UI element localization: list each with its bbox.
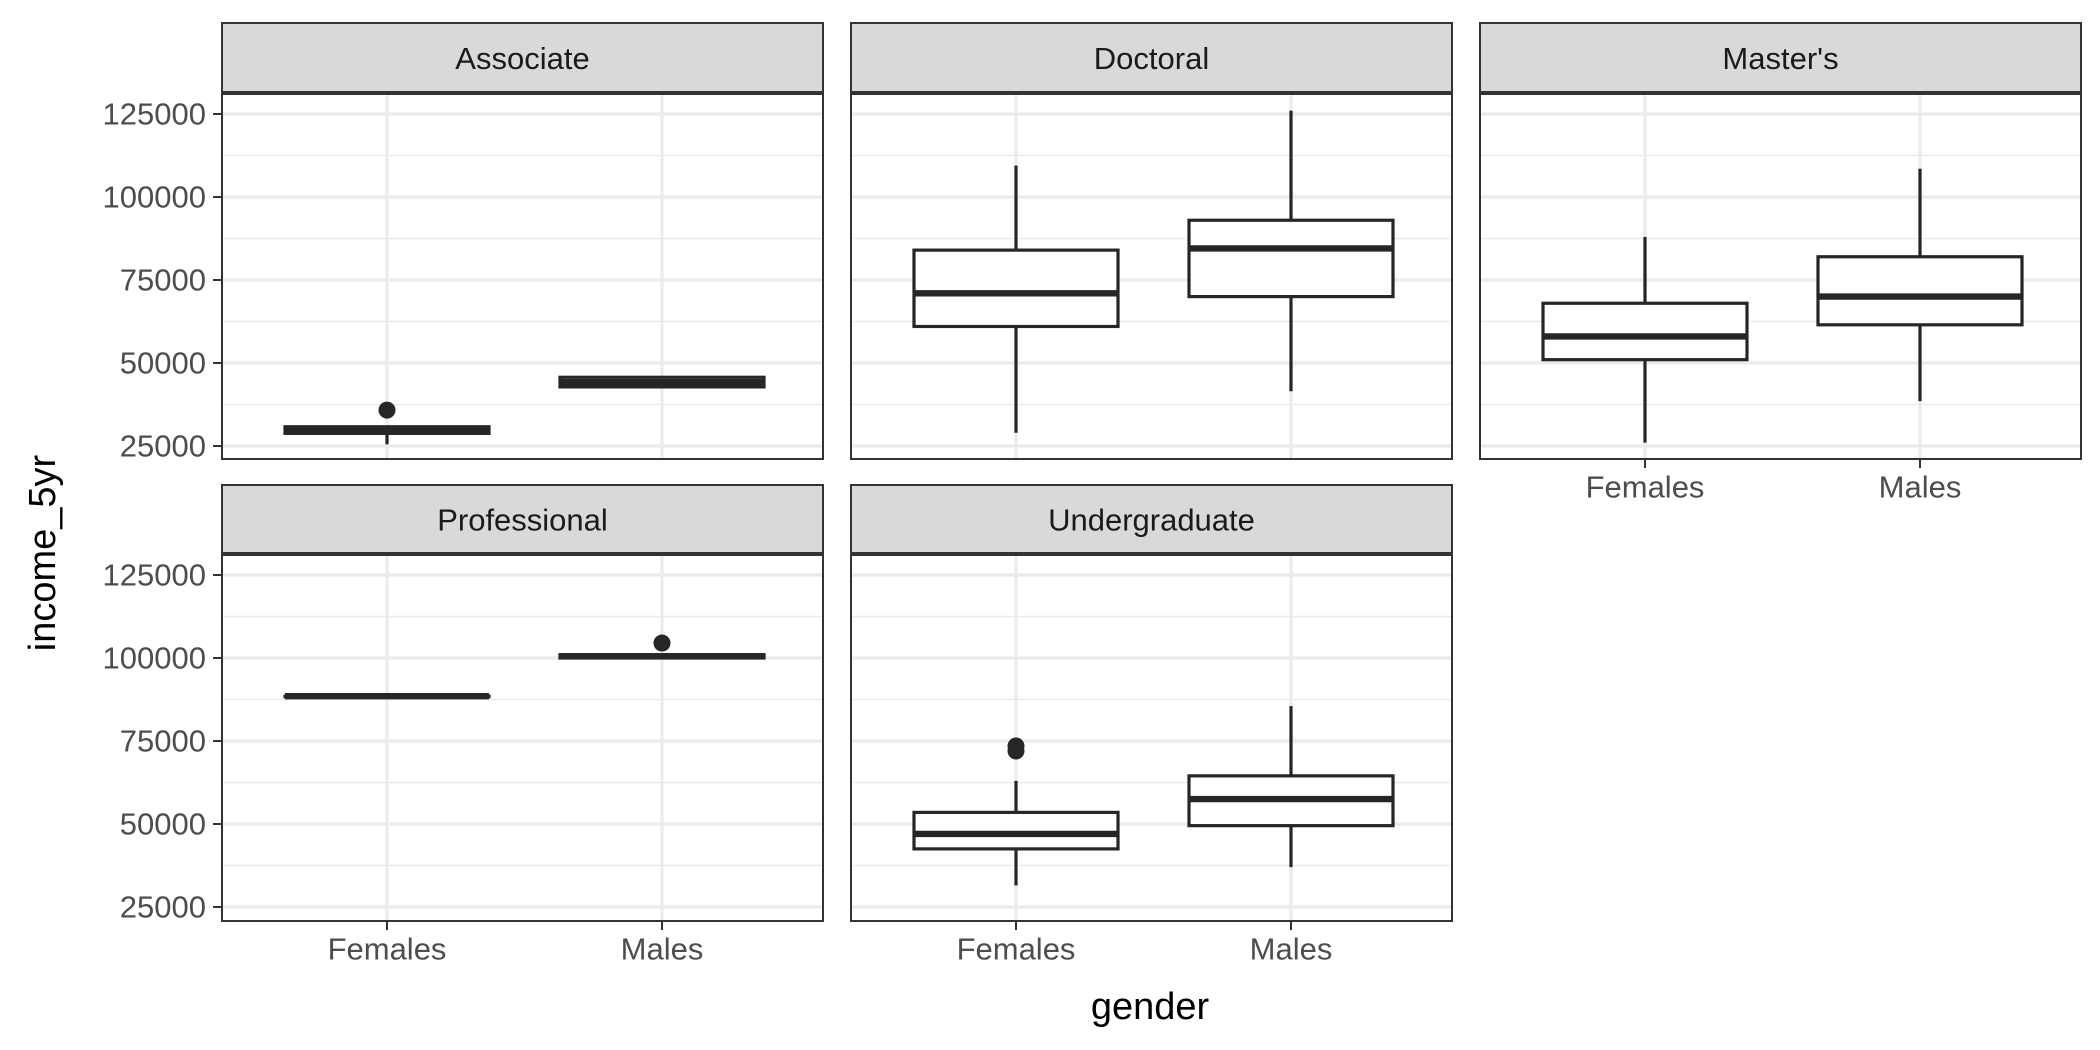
y-tick-label: 50000 (120, 346, 206, 381)
y-tick-label: 125000 (103, 97, 206, 132)
facet-label-associate: Associate (455, 41, 589, 76)
facet-strip-doctoral (850, 22, 1453, 93)
x-tick-label-males: Males (621, 931, 704, 966)
gridlines-associate (222, 94, 823, 459)
y-tick-label: 100000 (103, 180, 206, 215)
x-tick-labels: Females Males Females Males Females Males (328, 459, 1962, 966)
outlier-point (653, 634, 671, 652)
facet-master-s: Master's (1479, 22, 2082, 460)
box-associate-males (558, 375, 766, 389)
facet-strip-professional (221, 484, 824, 554)
facet-strip-associate (221, 22, 824, 93)
y-tick-labels: 25000 50000 75000 100000 125000 25000 50000 750… (103, 97, 222, 925)
box-doctoral-males (1187, 110, 1395, 392)
box-doctoral-females (912, 165, 1120, 433)
facet-panels: Associate Doctoral Master's Professional Und… (221, 22, 2082, 922)
facet-label-doctoral: Doctoral (1094, 41, 1209, 76)
facet-label-master-s: Master's (1722, 41, 1838, 76)
facet-strip-undergraduate (850, 484, 1453, 554)
outlier-point (1007, 737, 1025, 755)
box-associate-females (283, 401, 491, 445)
panel-border-associate (221, 93, 824, 460)
box-professional-females (283, 692, 491, 700)
facet-label-undergraduate: Undergraduate (1048, 503, 1255, 538)
y-tick-label: 75000 (120, 724, 206, 759)
box-undergraduate-males (1187, 706, 1395, 868)
panel-border-professional (221, 554, 824, 922)
y-tick-label: 75000 (120, 263, 206, 298)
box-master-s-males (1816, 168, 2024, 402)
facet-label-professional: Professional (437, 503, 608, 538)
y-tick-label: 50000 (120, 807, 206, 842)
panel-border-undergraduate (850, 554, 1453, 922)
outlier-point (378, 401, 396, 419)
facet-doctoral: Doctoral (850, 22, 1453, 460)
box-master-s-females (1541, 236, 1749, 443)
facet-professional: Professional (221, 484, 824, 922)
facet-strip-master-s (1479, 22, 2082, 93)
y-tick-label: 100000 (103, 641, 206, 676)
gridlines-professional (222, 555, 823, 921)
box-undergraduate-females (912, 737, 1120, 886)
panel-border-master-s (1479, 93, 2082, 460)
x-tick-label-males: Males (1250, 931, 1333, 966)
box-iqr (912, 248, 1120, 329)
y-tick-label: 25000 (120, 890, 206, 925)
box-iqr (1816, 255, 2024, 327)
x-tick-label-females: Females (957, 931, 1076, 966)
x-tick-label-females: Females (1586, 469, 1705, 504)
panel-border-doctoral (850, 93, 1453, 460)
box-iqr (912, 810, 1120, 851)
y-tick-label: 125000 (103, 558, 206, 593)
box-iqr (1187, 218, 1395, 299)
y-axis-title: income_5yr (22, 454, 64, 651)
y-tick-label: 25000 (120, 429, 206, 464)
x-tick-label-males: Males (1879, 469, 1962, 504)
box-professional-males (558, 634, 766, 660)
facet-associate: Associate (221, 22, 824, 460)
facet-undergraduate: Undergraduate (850, 484, 1453, 922)
x-tick-label-females: Females (328, 931, 447, 966)
x-axis-title: gender (1091, 986, 1210, 1028)
box-iqr (1541, 301, 1749, 362)
